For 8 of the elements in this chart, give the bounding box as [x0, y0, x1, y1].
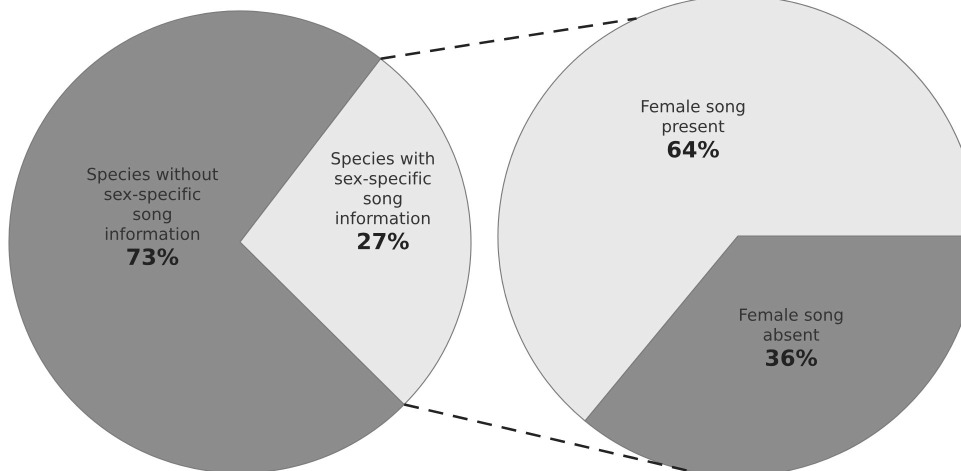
data-label: 73% — [127, 248, 178, 266]
slice-label: Female song absent — [740, 308, 842, 341]
slice-label: Species without sex-specific song information — [87, 167, 218, 240]
data-label: 36% — [766, 349, 818, 366]
data-label: 27% — [358, 232, 409, 250]
slice-label: Species with sex-specific song information — [332, 152, 434, 224]
data-label: 64% — [668, 140, 719, 158]
slice-label: Female song present — [642, 100, 744, 136]
